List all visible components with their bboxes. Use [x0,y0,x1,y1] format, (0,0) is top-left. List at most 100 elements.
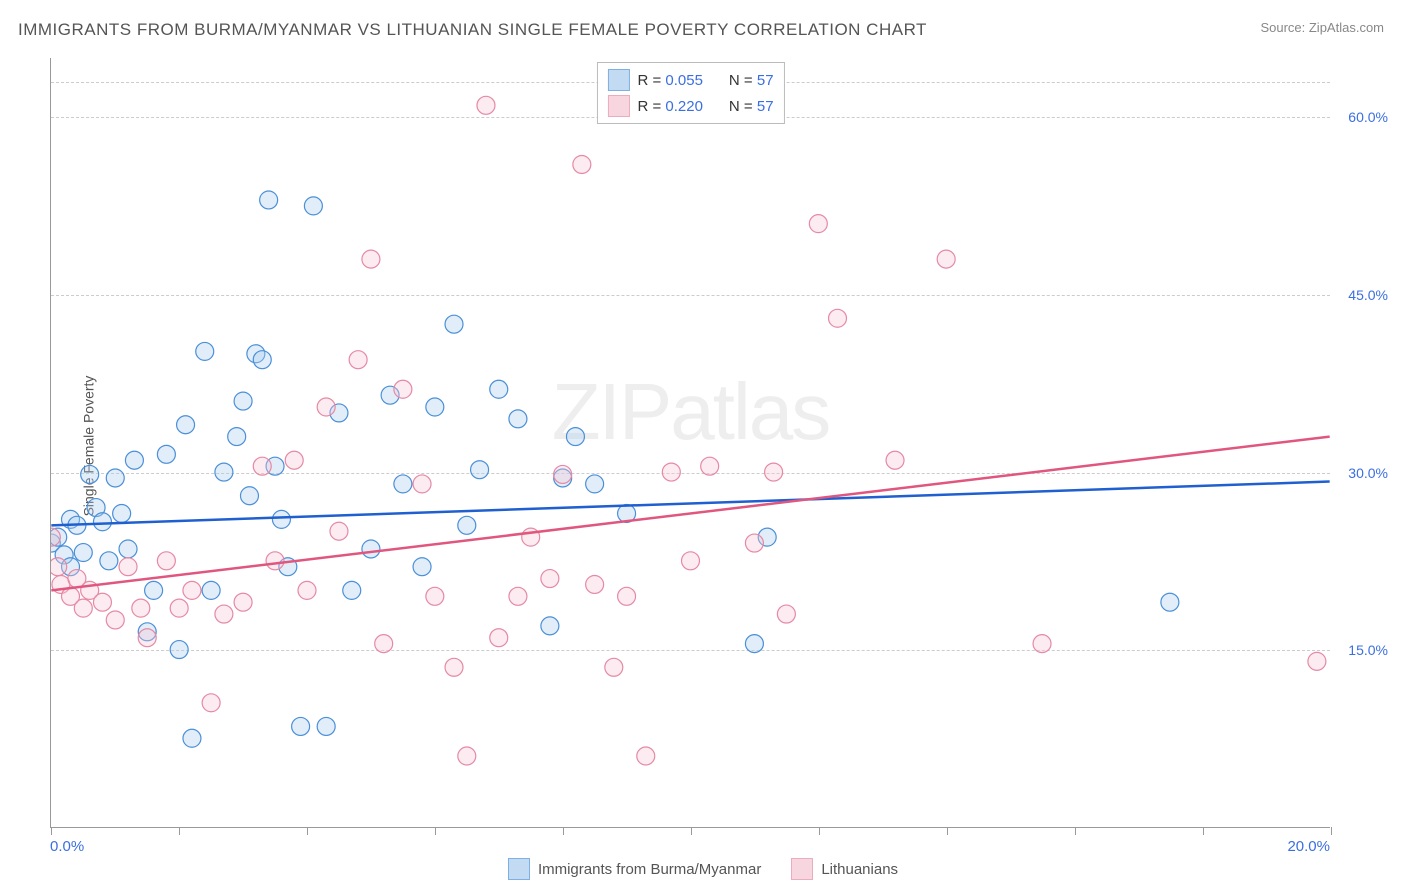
data-point [618,587,636,605]
legend-swatch [607,95,629,117]
data-point [490,380,508,398]
data-point [445,658,463,676]
x-tick [691,827,692,835]
data-point [541,617,559,635]
plot-area: R = 0.055N = 57R = 0.220N = 57 ZIPatlas … [50,58,1330,828]
data-point [426,587,444,605]
data-point [349,351,367,369]
x-tick [1075,827,1076,835]
data-point [1161,593,1179,611]
data-point [1033,635,1051,653]
data-point [777,605,795,623]
data-point [477,96,495,114]
data-point [292,717,310,735]
data-point [375,635,393,653]
data-point [240,487,258,505]
data-point [829,309,847,327]
data-point [183,729,201,747]
data-point [170,599,188,617]
data-point [426,398,444,416]
data-point [253,351,271,369]
data-point [458,747,476,765]
data-point [637,747,655,765]
data-point [701,457,719,475]
x-tick [1203,827,1204,835]
data-point [177,416,195,434]
data-point [573,155,591,173]
data-point [157,552,175,570]
data-point [886,451,904,469]
data-point [266,552,284,570]
data-point [809,215,827,233]
legend-swatch [607,69,629,91]
legend-series-label: Lithuanians [821,861,898,878]
data-point [215,463,233,481]
data-point [317,717,335,735]
data-point [260,191,278,209]
data-point [343,581,361,599]
data-point [106,469,124,487]
data-point [228,428,246,446]
legend-swatch [791,858,813,880]
data-point [125,451,143,469]
y-tick-label: 30.0% [1348,465,1388,481]
data-point [445,315,463,333]
data-point [1308,652,1326,670]
x-axis-max-label: 20.0% [1287,838,1330,855]
x-tick [179,827,180,835]
data-point [202,581,220,599]
data-point [304,197,322,215]
data-point [554,465,572,483]
data-point [471,461,489,479]
data-point [745,635,763,653]
legend-stat-row: R = 0.220 N = 57 [607,93,773,119]
data-point [157,445,175,463]
data-point [215,605,233,623]
data-point [234,593,252,611]
x-tick [563,827,564,835]
data-point [234,392,252,410]
legend-r-label: R = 0.220 [637,98,702,115]
legend-bottom: Immigrants from Burma/Myanmar Lithuanians [0,858,1406,880]
data-point [317,398,335,416]
data-point [74,544,92,562]
data-point [74,599,92,617]
data-point [330,522,348,540]
chart-title: IMMIGRANTS FROM BURMA/MYANMAR VS LITHUAN… [18,20,927,40]
data-point [93,513,111,531]
data-point [272,510,290,528]
y-tick-label: 60.0% [1348,109,1388,125]
source-attribution: Source: ZipAtlas.com [1260,20,1384,35]
data-point [586,475,604,493]
data-point [937,250,955,268]
legend-series-item: Lithuanians [791,858,898,880]
data-point [605,658,623,676]
legend-n-label: N = 57 [729,98,774,115]
data-point [362,250,380,268]
x-tick [819,827,820,835]
data-point [183,581,201,599]
data-point [566,428,584,446]
data-point [362,540,380,558]
data-point [119,540,137,558]
x-axis-min-label: 0.0% [50,838,84,855]
y-tick-label: 45.0% [1348,287,1388,303]
data-point [765,463,783,481]
data-point [285,451,303,469]
legend-swatch [508,858,530,880]
data-point [662,463,680,481]
x-tick [51,827,52,835]
data-point [113,504,131,522]
data-point [132,599,150,617]
data-point [394,380,412,398]
legend-series-item: Immigrants from Burma/Myanmar [508,858,761,880]
legend-n-label: N = 57 [729,72,774,89]
scatter-svg [51,58,1330,827]
data-point [458,516,476,534]
data-point [81,465,99,483]
data-point [413,558,431,576]
legend-stats-box: R = 0.055N = 57R = 0.220N = 57 [596,62,784,124]
trend-line [51,482,1329,526]
x-tick [1331,827,1332,835]
data-point [170,641,188,659]
